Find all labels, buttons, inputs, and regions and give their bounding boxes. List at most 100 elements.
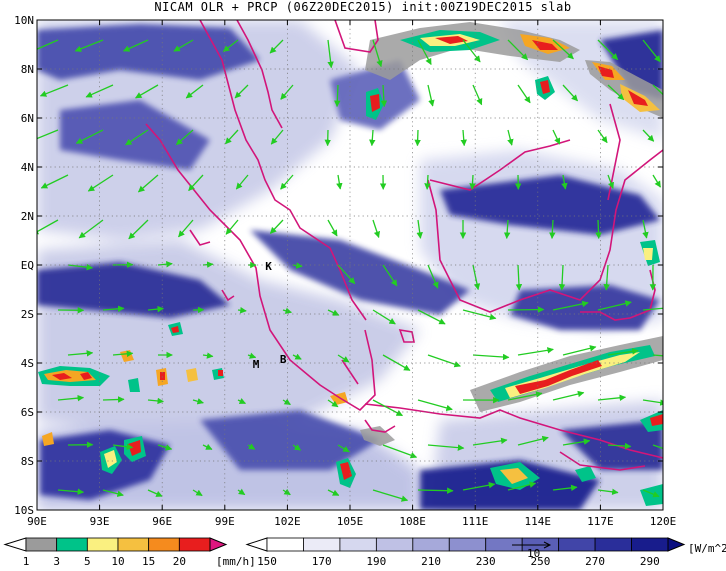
y-tick-label: 10N — [14, 14, 34, 27]
wind-vector — [517, 347, 554, 356]
wind-vector — [237, 398, 247, 405]
wind-vector — [270, 129, 284, 145]
olr-colorbar-left-cap — [245, 537, 268, 552]
location-marker-m: M — [253, 358, 260, 371]
wind-vector — [652, 174, 661, 188]
wind-vector — [247, 443, 256, 450]
wind-vector — [507, 129, 514, 146]
wind-vector — [382, 264, 398, 287]
wind-vector — [269, 39, 284, 54]
wind-vector — [562, 84, 578, 102]
olr-colorbar-label: 230 — [476, 555, 496, 568]
wind-vector — [224, 129, 239, 145]
wind-vector — [507, 39, 529, 61]
wind-vector — [147, 305, 164, 313]
wind-vector — [128, 219, 149, 240]
wind-vector — [597, 129, 608, 144]
wind-vector — [67, 263, 94, 271]
wind-vector — [561, 174, 568, 190]
wind-vector — [597, 394, 627, 402]
wind-vector — [327, 219, 338, 237]
wind-vector — [597, 488, 619, 496]
wind-vector — [337, 444, 350, 453]
wind-vector — [202, 443, 213, 450]
reference-vector-label: 10 — [527, 547, 540, 560]
y-tick-label: 6N — [21, 112, 34, 125]
y-tick-label: 10S — [14, 504, 34, 517]
wind-vector — [652, 84, 663, 101]
wind-vector — [237, 488, 246, 496]
wind-vector — [642, 219, 649, 239]
wind-vector — [642, 307, 663, 311]
wind-vector — [280, 84, 294, 100]
wind-vector — [417, 487, 454, 494]
wind-vector — [417, 39, 432, 66]
x-tick-label: 99E — [215, 515, 235, 528]
wind-vector — [416, 219, 423, 239]
axis-ticks — [36, 19, 664, 511]
wind-vector — [369, 129, 376, 147]
wind-vector — [603, 264, 610, 291]
wind-vector — [507, 481, 537, 491]
wind-vector — [462, 39, 481, 63]
x-tick-label: 102E — [274, 515, 301, 528]
olr-colorbar-label: 250 — [530, 555, 550, 568]
wind-vector — [192, 489, 203, 497]
x-tick-label: 120E — [650, 515, 677, 528]
olr-colorbar-segment — [266, 537, 304, 552]
wind-vector — [334, 84, 341, 108]
x-tick-label: 111E — [462, 515, 489, 528]
wind-vector — [337, 264, 356, 285]
wind-vector — [282, 398, 291, 406]
olr-colorbar-label: 170 — [312, 555, 332, 568]
wind-vector — [327, 489, 340, 496]
wind-vector — [175, 129, 194, 146]
wind-vector — [552, 484, 578, 492]
wind-vector — [67, 350, 94, 357]
precip-colorbar-unit: [mm/h] — [216, 555, 256, 568]
wind-vector — [37, 39, 59, 53]
olr-colorbar-right-cap — [667, 537, 686, 552]
wind-vector — [517, 84, 531, 104]
wind-vector — [122, 39, 149, 52]
precip-colorbar-right-cap — [209, 537, 228, 552]
wind-vector — [327, 399, 339, 408]
wind-vector — [652, 354, 663, 357]
wind-vector — [147, 489, 163, 497]
x-tick-label: 117E — [587, 515, 614, 528]
map-field — [37, 20, 663, 510]
wind-vector — [37, 129, 59, 142]
y-tick-label: 4N — [21, 161, 34, 174]
wind-vector — [552, 390, 585, 401]
wind-vector — [173, 39, 194, 52]
wind-vector — [135, 84, 159, 99]
wind-vector — [372, 39, 383, 68]
wind-vector — [469, 174, 476, 190]
wind-vector — [237, 307, 247, 314]
wind-vector — [247, 352, 257, 359]
wind-vector — [607, 174, 614, 189]
wind-vector — [234, 84, 249, 99]
location-marker-b: B — [280, 353, 287, 366]
precip-colorbar-label: 5 — [84, 555, 91, 568]
x-tick-label: 108E — [399, 515, 426, 528]
location-markers: K M B — [253, 260, 287, 371]
wind-vector — [507, 306, 545, 313]
olr-colorbar-segment — [631, 537, 669, 552]
olr-colorbar-label: 210 — [421, 555, 441, 568]
precip-colorbar-segment — [178, 537, 211, 552]
wind-vector — [414, 129, 421, 147]
precip-colorbar-label: 3 — [53, 555, 60, 568]
wind-vector — [125, 129, 149, 146]
wind-vector — [552, 129, 561, 145]
wind-vector — [460, 129, 467, 147]
olr-colorbar-segment — [558, 537, 596, 552]
precip-colorbar-segment — [148, 537, 180, 552]
precip-colorbar-segment — [25, 537, 58, 552]
wind-vector — [222, 39, 239, 53]
wind-vector — [327, 39, 334, 69]
precip-colorbar-segment — [86, 537, 119, 552]
wind-vector — [562, 345, 597, 356]
olr-colorbar: 150 170 190 210 230 250 270 290 [W/m^2] — [245, 537, 726, 568]
